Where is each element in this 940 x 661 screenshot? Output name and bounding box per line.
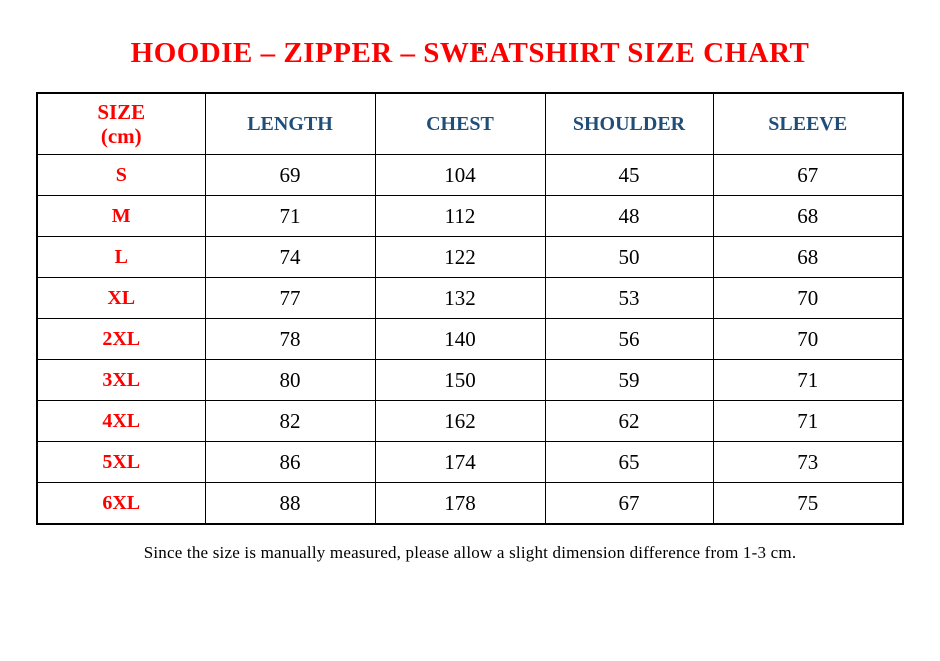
sleeve-value: 75 — [712, 482, 904, 525]
sleeve-value: 67 — [712, 154, 904, 197]
table-row: 5XL 86 174 65 73 — [36, 441, 904, 484]
length-value: 88 — [204, 482, 376, 525]
sleeve-value: 70 — [712, 277, 904, 320]
header-size-line1: SIZE — [97, 100, 146, 124]
table-row: 6XL 88 178 67 75 — [36, 482, 904, 525]
table-row: M 71 112 48 68 — [36, 195, 904, 238]
table-row: XL 77 132 53 70 — [36, 277, 904, 320]
header-chest: CHEST — [374, 92, 546, 156]
length-value: 86 — [204, 441, 376, 484]
header-length: LENGTH — [204, 92, 376, 156]
sleeve-value: 71 — [712, 400, 904, 443]
shoulder-value: 48 — [544, 195, 714, 238]
sleeve-value: 70 — [712, 318, 904, 361]
page-title: HOODIE – ZIPPER – SWEATSHIRT SIZE CHART — [130, 37, 810, 69]
length-value: 80 — [204, 359, 376, 402]
chest-value: 162 — [374, 400, 546, 443]
header-size-cm: SIZE (cm) — [36, 92, 206, 156]
length-value: 71 — [204, 195, 376, 238]
chest-value: 122 — [374, 236, 546, 279]
chest-value: 150 — [374, 359, 546, 402]
chest-value: 140 — [374, 318, 546, 361]
sleeve-value: 68 — [712, 195, 904, 238]
chest-value: 132 — [374, 277, 546, 320]
header-sleeve: SLEEVE — [712, 92, 904, 156]
sleeve-value: 73 — [712, 441, 904, 484]
size-label: 3XL — [36, 359, 206, 402]
shoulder-value: 45 — [544, 154, 714, 197]
header-shoulder: SHOULDER — [544, 92, 714, 156]
length-value: 74 — [204, 236, 376, 279]
sleeve-value: 71 — [712, 359, 904, 402]
header-size-line2: (cm) — [100, 124, 142, 149]
shoulder-value: 59 — [544, 359, 714, 402]
shoulder-value: 53 — [544, 277, 714, 320]
table-row: 4XL 82 162 62 71 — [36, 400, 904, 443]
size-label: 5XL — [36, 441, 206, 484]
length-value: 69 — [204, 154, 376, 197]
size-label: L — [36, 236, 206, 279]
shoulder-value: 56 — [544, 318, 714, 361]
sleeve-value: 68 — [712, 236, 904, 279]
table-row: 2XL 78 140 56 70 — [36, 318, 904, 361]
size-label: 2XL — [36, 318, 206, 361]
size-chart-table: SIZE (cm) LENGTH CHEST SHOULDER SLEEVE S… — [36, 91, 904, 525]
length-value: 82 — [204, 400, 376, 443]
size-label: 4XL — [36, 400, 206, 443]
table-row: L 74 122 50 68 — [36, 236, 904, 279]
shoulder-value: 65 — [544, 441, 714, 484]
chest-value: 174 — [374, 441, 546, 484]
chest-value: 178 — [374, 482, 546, 525]
length-value: 78 — [204, 318, 376, 361]
chest-value: 112 — [374, 195, 546, 238]
chest-value: 104 — [374, 154, 546, 197]
shoulder-value: 67 — [544, 482, 714, 525]
table-row: S 69 104 45 67 — [36, 154, 904, 197]
shoulder-value: 62 — [544, 400, 714, 443]
table-header-row: SIZE (cm) LENGTH CHEST SHOULDER SLEEVE — [36, 92, 904, 156]
size-label: XL — [36, 277, 206, 320]
size-label: 6XL — [36, 482, 206, 525]
size-label: S — [36, 154, 206, 197]
length-value: 77 — [204, 277, 376, 320]
artifact-dot — [478, 47, 482, 51]
table-row: 3XL 80 150 59 71 — [36, 359, 904, 402]
shoulder-value: 50 — [544, 236, 714, 279]
footer-note: Since the size is manually measured, ple… — [143, 542, 797, 562]
size-label: M — [36, 195, 206, 238]
